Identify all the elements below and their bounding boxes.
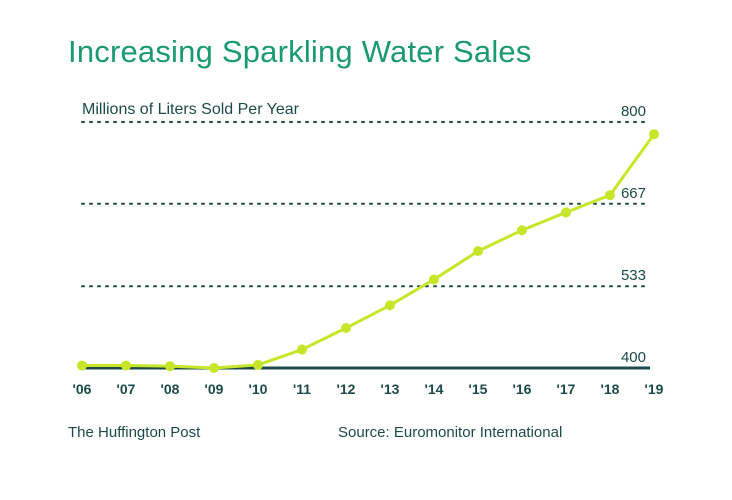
x-tick-label: '13 [381, 381, 400, 397]
data-point [429, 274, 439, 285]
data-point [121, 360, 131, 371]
y-tick-label-400: 400 [621, 349, 646, 366]
grid-lines [81, 121, 651, 370]
x-tick-label: '19 [645, 381, 664, 397]
x-tick-label: '15 [469, 381, 488, 397]
data-point [253, 359, 263, 370]
y-tick-label-800: 800 [621, 103, 646, 120]
y-tick-label-667: 667 [621, 185, 646, 202]
x-tick-label: '14 [425, 381, 444, 397]
data-point [561, 207, 571, 218]
y-axis-label: Millions of Liters Sold Per Year [82, 101, 300, 118]
y-tick-labels: 400 533 667 800 [621, 103, 646, 366]
data-point [77, 360, 87, 371]
x-tick-label: '08 [161, 381, 180, 397]
x-tick-labels: '06 '07 '08 '09 '10 '11 '12 '13 '14 '15 '16 '17 '18 '… [73, 381, 664, 397]
data-point [649, 129, 659, 140]
data-point [165, 361, 175, 372]
x-tick-label: '17 [557, 381, 576, 397]
data-point [385, 300, 395, 311]
series-line [82, 133, 656, 370]
data-point [605, 190, 615, 201]
data-point [473, 246, 483, 257]
data-point [297, 344, 307, 355]
data-point [209, 363, 219, 373]
series-sales [77, 129, 659, 373]
x-tick-label: '07 [117, 381, 136, 397]
data-point [341, 323, 351, 334]
x-tick-label: '11 [293, 381, 311, 397]
x-tick-label: '12 [337, 381, 356, 397]
x-tick-label: '18 [601, 381, 620, 397]
chart-title: Increasing Sparkling Water Sales [68, 34, 532, 69]
y-tick-label-533: 533 [621, 267, 646, 284]
x-tick-label: '16 [513, 381, 532, 397]
source-credit: Source: Euromonitor International [338, 424, 563, 441]
x-tick-label: '06 [73, 381, 92, 397]
publisher-credit: The Huffington Post [68, 424, 201, 441]
x-tick-label: '09 [205, 381, 224, 397]
x-tick-label: '10 [249, 381, 268, 397]
data-point [517, 225, 527, 236]
